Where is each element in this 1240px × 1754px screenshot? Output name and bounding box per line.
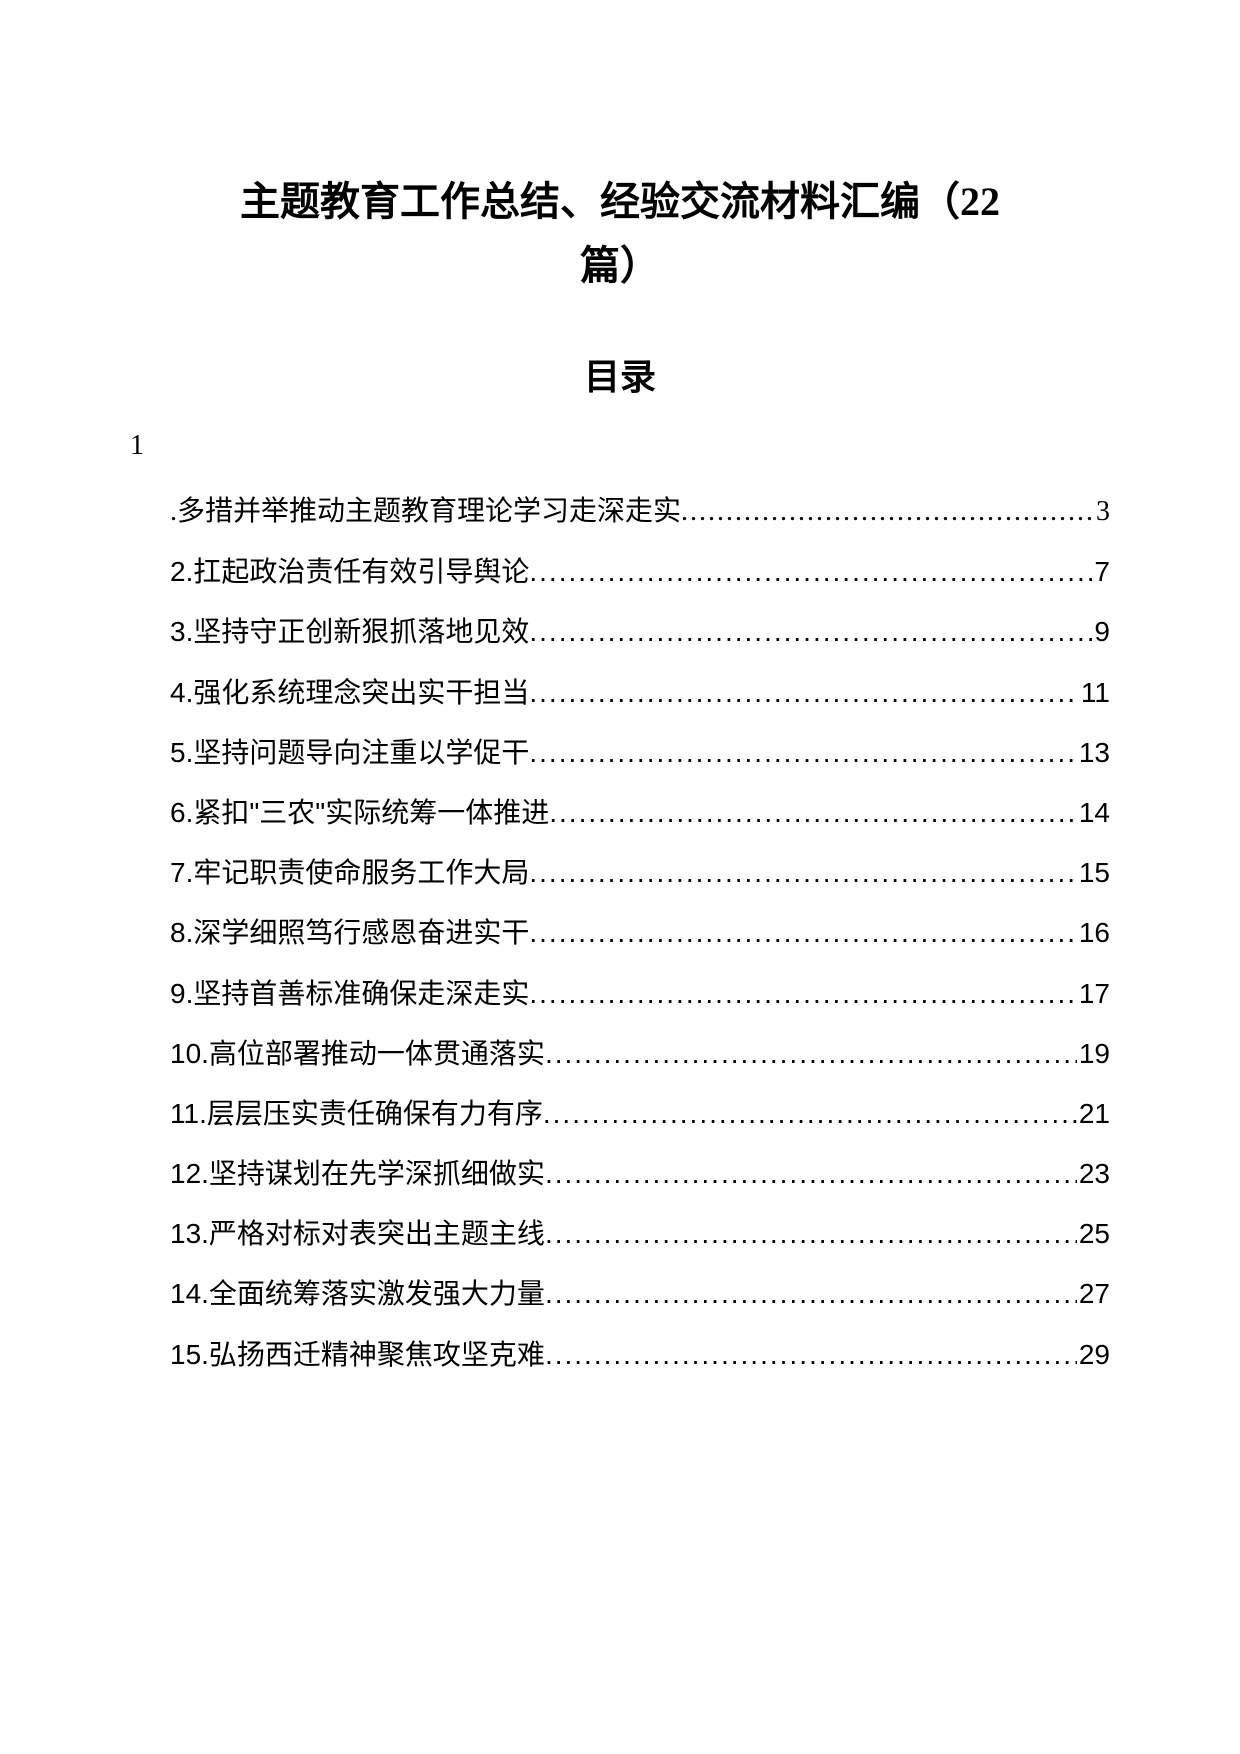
toc-entry-title: 6.紧扣"三农"实际统筹一体推进 (170, 783, 549, 843)
toc-entry-page: 16 (1077, 903, 1110, 963)
toc-entry-title: 13.严格对标对表突出主题主线 (170, 1204, 545, 1264)
toc-entry-title: 7.牢记职责使命服务工作大局 (170, 843, 529, 903)
toc-entry-page: 23 (1077, 1144, 1110, 1204)
toc-entry-leader (549, 783, 1077, 843)
toc-entry-page: 21 (1077, 1084, 1110, 1144)
toc-entry-title: 8.深学细照笃行感恩奋进实干 (170, 903, 529, 963)
toc-entry-page: 13 (1077, 723, 1110, 783)
toc-entry-leader (529, 843, 1076, 903)
toc-entry: 4.强化系统理念突出实干担当 11 (170, 663, 1110, 723)
toc-entry: 9.坚持首善标准确保走深走实 17 (170, 964, 1110, 1024)
toc-entry-title: 3.坚持守正创新狠抓落地见效 (170, 602, 529, 662)
toc-entry-leader (545, 1325, 1077, 1385)
toc-entry: 3.坚持守正创新狠抓落地见效 9 (170, 602, 1110, 662)
toc-entry-leader (545, 1024, 1077, 1084)
toc-entry: 12.坚持谋划在先学深抓细做实 23 (170, 1144, 1110, 1204)
toc-entry: 2.扛起政治责任有效引导舆论 7 (170, 542, 1110, 602)
toc-entry-leader (529, 903, 1076, 963)
toc-entry-leader (529, 542, 1092, 602)
toc-list: .多措并举推动主题教育理论学习走深走实32.扛起政治责任有效引导舆论73.坚持守… (130, 482, 1110, 1385)
toc-entry-title: 9.坚持首善标准确保走深走实 (170, 964, 529, 1024)
toc-entry-leader (529, 964, 1076, 1024)
toc-entry: 10.高位部署推动一体贯通落实 19 (170, 1024, 1110, 1084)
toc-entry-title: 11.层层压实责任确保有力有序 (170, 1084, 543, 1144)
title-line-1: 主题教育工作总结、经验交流材料汇编（22 (240, 179, 1000, 224)
title-line-2: 篇） (580, 243, 660, 288)
toc-entry-page: 27 (1077, 1264, 1110, 1324)
toc-entry-page: 17 (1077, 964, 1110, 1024)
toc-entry-page: 9 (1092, 602, 1110, 662)
toc-entry: 7.牢记职责使命服务工作大局 15 (170, 843, 1110, 903)
toc-entry: 6.紧扣"三农"实际统筹一体推进 14 (170, 783, 1110, 843)
toc-entry-page: 14 (1077, 783, 1110, 843)
toc-entry-page: 25 (1077, 1204, 1110, 1264)
toc-entry: .多措并举推动主题教育理论学习走深走实 3 (170, 482, 1110, 542)
toc-entry: 15.弘扬西迁精神聚焦攻坚克难 29 (170, 1325, 1110, 1385)
toc-entry-title: 5.坚持问题导向注重以学促干 (170, 723, 529, 783)
toc-entry-leader (529, 723, 1076, 783)
toc-entry-leader (545, 1144, 1077, 1204)
toc-entry-title: 12.坚持谋划在先学深抓细做实 (170, 1144, 545, 1204)
toc-entry-leader (545, 1204, 1077, 1264)
toc-entry-leader (529, 663, 1079, 723)
toc-entry-page: 11 (1079, 663, 1110, 723)
toc-entry-title: .多措并举推动主题教育理论学习走深走实 (170, 482, 681, 542)
toc-entry: 14.全面统筹落实激发强大力量 27 (170, 1264, 1110, 1324)
toc-entry-leader (681, 482, 1094, 542)
toc-entry-title: 10.高位部署推动一体贯通落实 (170, 1024, 545, 1084)
toc-entry-page: 3 (1094, 482, 1110, 542)
toc-entry-page: 7 (1092, 542, 1110, 602)
toc-entry: 11.层层压实责任确保有力有序 21 (170, 1084, 1110, 1144)
toc-entry-leader (529, 602, 1092, 662)
toc-entry-page: 29 (1077, 1325, 1110, 1385)
toc-entry-title: 4.强化系统理念突出实干担当 (170, 663, 529, 723)
toc-entry-title: 2.扛起政治责任有效引导舆论 (170, 542, 529, 602)
toc-entry: 8.深学细照笃行感恩奋进实干 16 (170, 903, 1110, 963)
leading-number: 1 (130, 430, 1110, 462)
document-title: 主题教育工作总结、经验交流材料汇编（22 篇） (130, 170, 1110, 298)
toc-entry-page: 19 (1077, 1024, 1110, 1084)
toc-entry-title: 15.弘扬西迁精神聚焦攻坚克难 (170, 1325, 545, 1385)
toc-entry: 13.严格对标对表突出主题主线 25 (170, 1204, 1110, 1264)
toc-entry: 5.坚持问题导向注重以学促干 13 (170, 723, 1110, 783)
toc-entry-leader (545, 1264, 1077, 1324)
toc-heading: 目录 (130, 348, 1110, 400)
toc-entry-leader (543, 1084, 1077, 1144)
toc-entry-title: 14.全面统筹落实激发强大力量 (170, 1264, 545, 1324)
toc-entry-page: 15 (1077, 843, 1110, 903)
